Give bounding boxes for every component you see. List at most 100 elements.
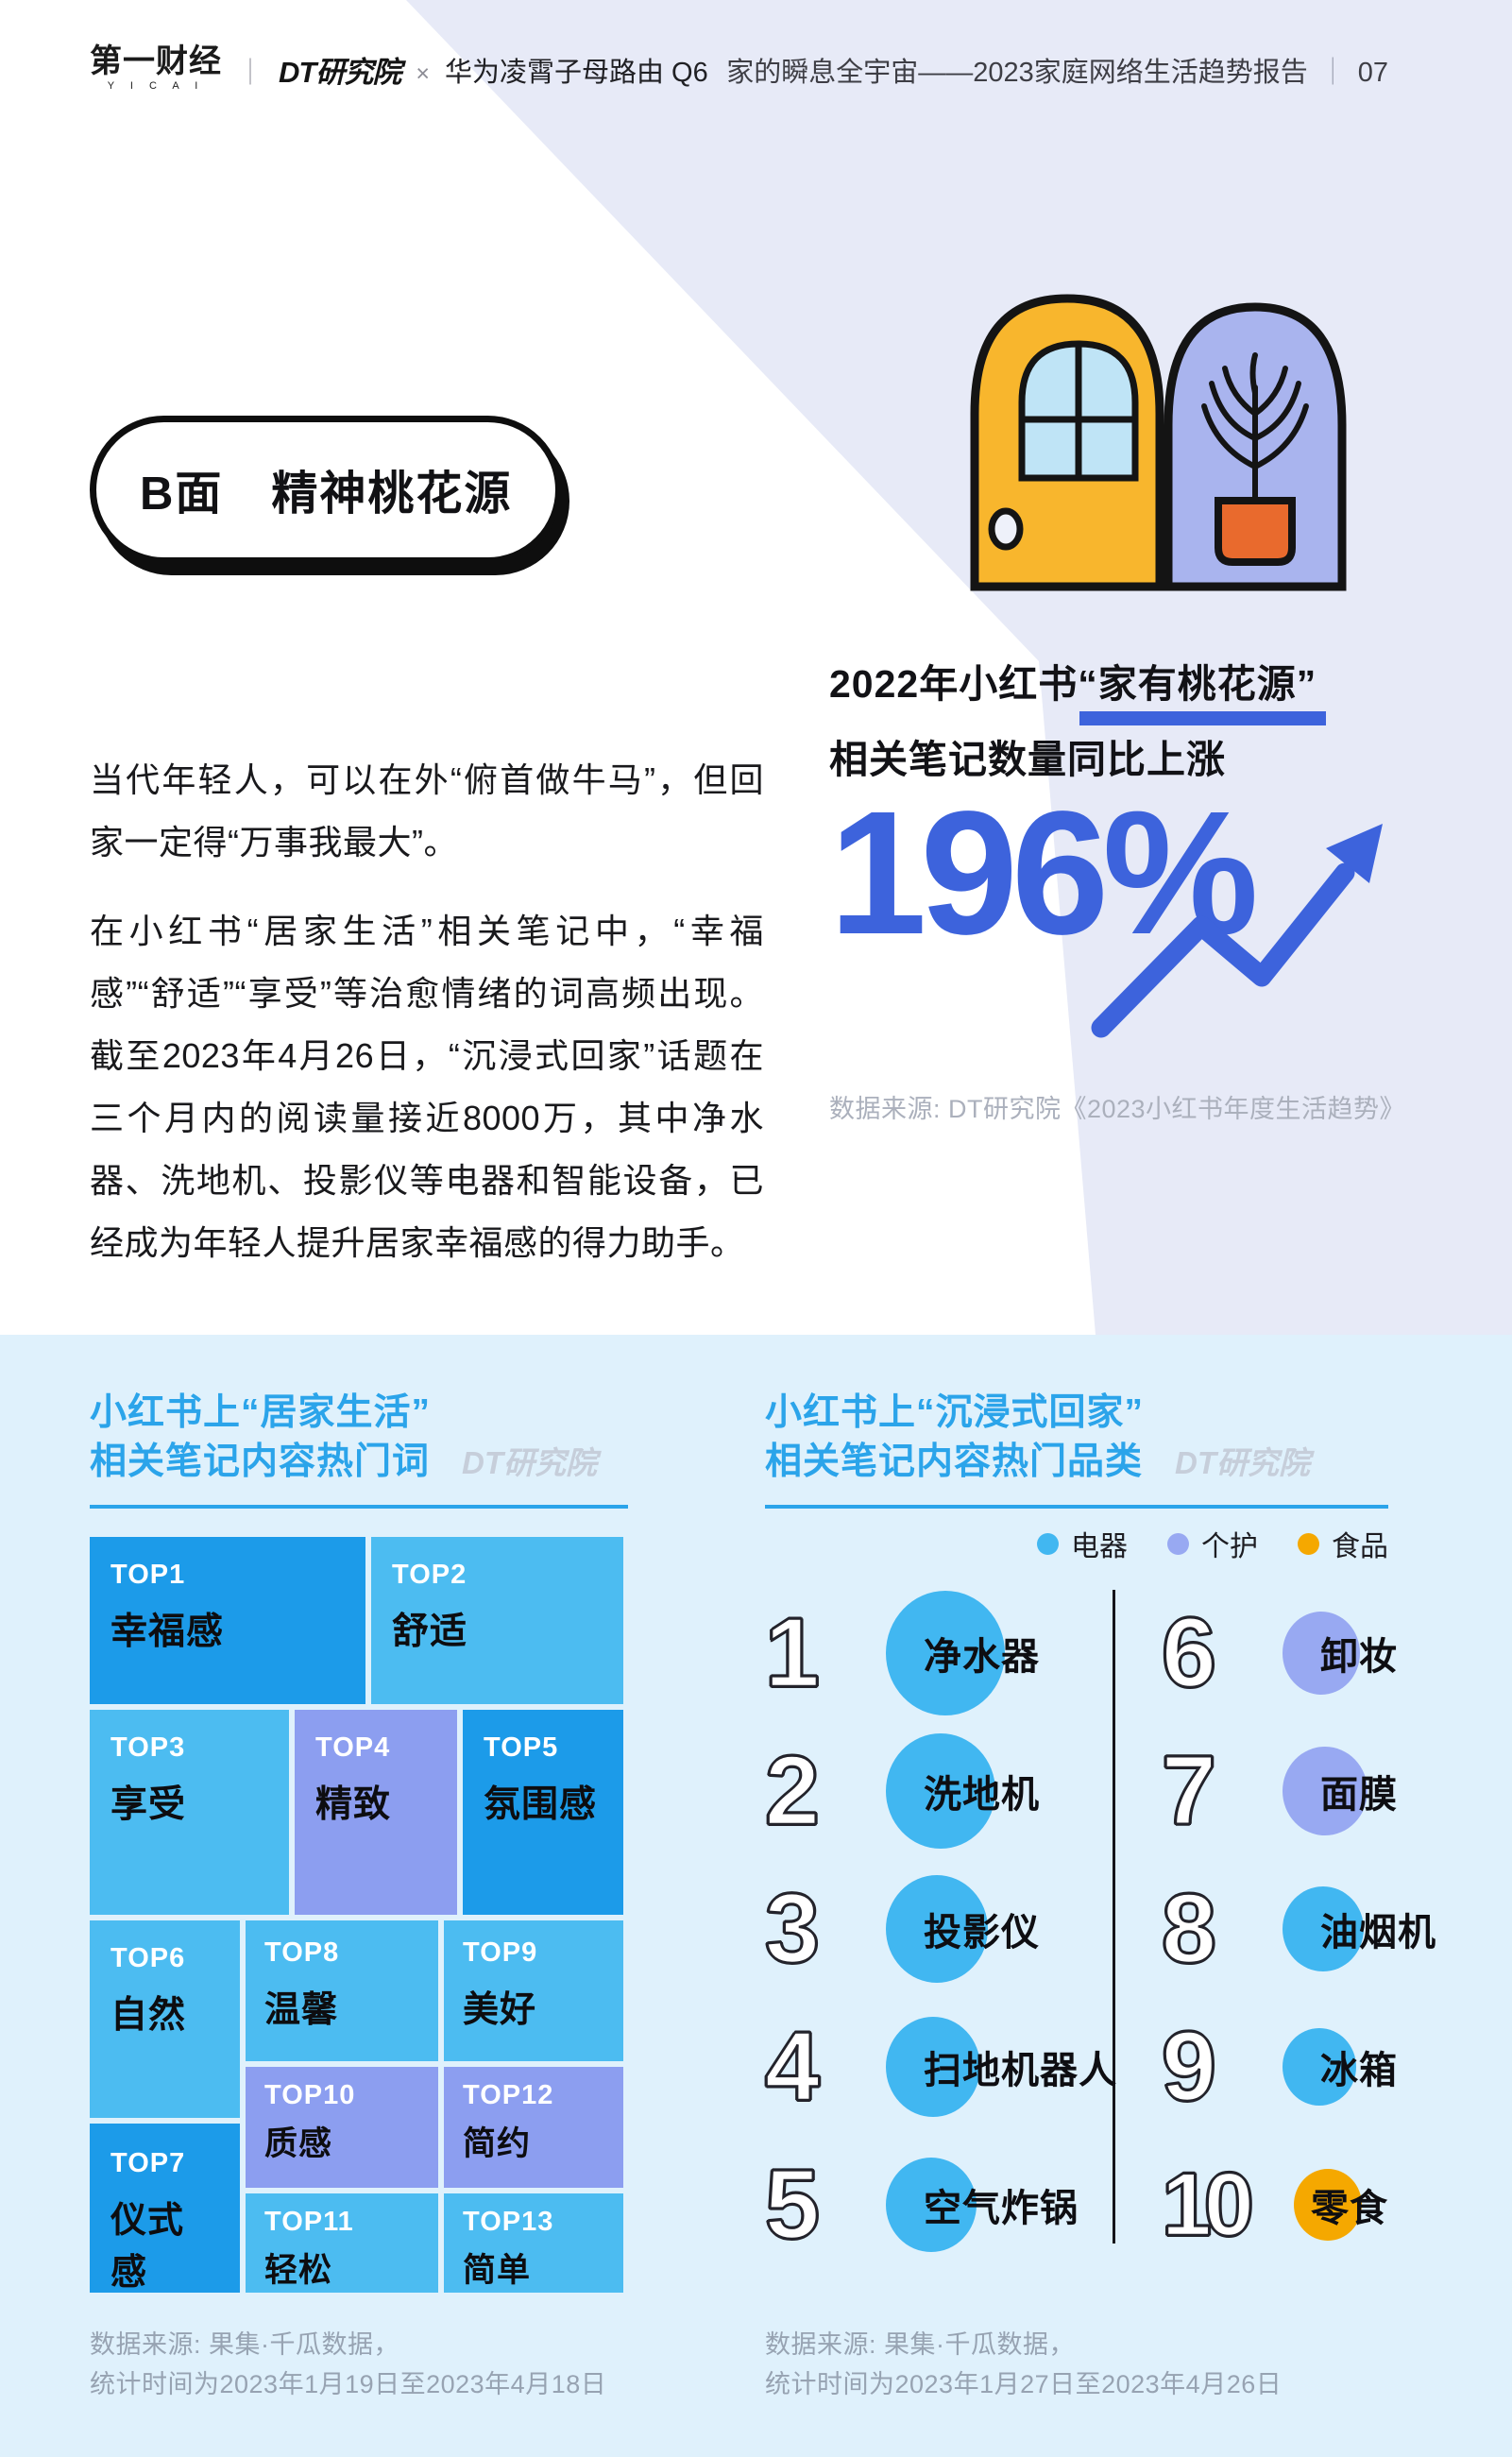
source-line: 数据来源: 果集·千瓜数据，	[765, 2330, 1075, 2359]
rank-number: 4	[764, 2012, 821, 2122]
collab-cross-icon: ×	[416, 60, 430, 87]
rank-row-3: 3 投影仪	[764, 1860, 1105, 1998]
treemap-word: 简单	[463, 2252, 532, 2289]
treemap-cell-top12: TOP12 简约	[444, 2067, 623, 2188]
treemap-word: 自然	[110, 1995, 187, 2036]
category-bubble	[886, 1591, 1005, 1715]
treemap-rank: TOP2	[392, 1560, 467, 1590]
hot-categories-chart: 小红书上“沉浸式回家” 相关笔记内容热门品类 DT研究院 电器 个护 食品 1 净水…	[764, 1389, 1436, 2276]
report-title: 家的瞬息全宇宙——2023家庭网络生活趋势报告 ｜ 07	[726, 54, 1388, 92]
rank-row-7: 7 面膜	[1161, 1722, 1397, 1860]
source-line: 统计时间为2023年1月27日至2023年4月26日	[765, 2370, 1283, 2398]
personal-care-dot-icon	[1167, 1532, 1189, 1555]
treemap-cell-top3: TOP3 享受	[90, 1710, 289, 1915]
rank-row-4: 4 扫地机器人	[764, 1998, 1116, 2136]
treemap-rank: TOP6	[110, 1943, 186, 1973]
rank-row-2: 2 洗地机	[764, 1722, 1105, 1860]
rank-number: 3	[764, 1874, 821, 1984]
category-bubble	[886, 1875, 988, 1983]
hot-categories-divider	[765, 1505, 1388, 1509]
legend-item-personal-care: 个护	[1167, 1523, 1258, 1564]
rank-item-label: 零食	[1311, 2188, 1388, 2229]
highlight-line1: 2022年小红书“家有桃花源”	[829, 646, 1405, 725]
charts-section: 小红书上“居家生活” 相关笔记内容热门词 DT研究院 TOP1 幸福感 TOP2 舒适…	[0, 1335, 1512, 2457]
treemap-word: 舒适	[392, 1612, 468, 1652]
source-line: 统计时间为2023年1月19日至2023年4月18日	[90, 2370, 607, 2398]
treemap-word: 氛围感	[484, 1784, 598, 1825]
rank-number: 9	[1161, 2012, 1217, 2122]
appliance-dot-icon	[1037, 1532, 1059, 1555]
treemap-rank: TOP5	[484, 1732, 559, 1763]
treemap-word: 质感	[264, 2125, 333, 2162]
category-bubble	[1294, 2169, 1362, 2241]
treemap-word: 精致	[315, 1784, 392, 1825]
rank-row-10: 10 零食	[1161, 2136, 1388, 2274]
treemap-rank: TOP11	[264, 2207, 354, 2237]
treemap-word: 简约	[463, 2125, 532, 2162]
treemap-rank: TOP13	[463, 2207, 554, 2237]
hot-words-source: 数据来源: 果集·千瓜数据， 统计时间为2023年1月19日至2023年4月18…	[90, 2325, 606, 2404]
treemap-rank: TOP8	[264, 1937, 340, 1968]
rank-item-label: 空气炸锅	[924, 2188, 1079, 2229]
category-bubble	[886, 2158, 977, 2252]
treemap-cell-top8: TOP8 温馨	[246, 1920, 438, 2061]
doors-illustration	[970, 294, 1347, 591]
highlight-source-note: 数据来源: DT研究院《2023小红书年度生活趋势》	[829, 1095, 1406, 1123]
list-divider	[1113, 1590, 1115, 2244]
treemap-rank: TOP9	[463, 1937, 538, 1968]
paragraph-2: 在小红书“居家生活”相关笔记中，“幸福感”“舒适”“享受”等治愈情绪的词高频出现…	[90, 912, 764, 1262]
partner-brand-label: 华为凌霄子母路由 Q6	[444, 58, 708, 88]
header-separator: ｜	[237, 58, 264, 87]
treemap-cell-top1: TOP1 幸福感	[90, 1537, 365, 1704]
rank-item-label: 洗地机	[924, 1774, 1040, 1816]
legend-label: 电器	[1071, 1531, 1128, 1562]
rank-row-1: 1 净水器	[764, 1584, 1105, 1722]
hot-categories-title-line2-text: 相关笔记内容热门品类	[765, 1442, 1144, 1482]
yicai-logo-text: 第一财经	[90, 43, 222, 79]
legend-item-appliance: 电器	[1037, 1523, 1128, 1564]
treemap-word: 享受	[110, 1784, 187, 1825]
rank-number: 10	[1161, 2154, 1255, 2255]
hot-categories-source: 数据来源: 果集·千瓜数据， 统计时间为2023年1月27日至2023年4月26…	[765, 2325, 1282, 2404]
highlight-underlined-phrase: “家有桃花源”	[1078, 646, 1327, 725]
legend-label: 食品	[1332, 1531, 1388, 1562]
treemap-cell-top4: TOP4 精致	[295, 1710, 457, 1915]
rank-number: 8	[1161, 1874, 1217, 1984]
treemap-word: 仪式感	[110, 2201, 185, 2293]
rank-row-8: 8 油烟机	[1161, 1860, 1436, 1998]
hot-words-divider	[90, 1505, 628, 1509]
treemap-cell-top6: TOP6 自然	[90, 1920, 240, 2118]
rank-row-9: 9 冰箱	[1161, 1998, 1397, 2136]
hot-words-title-line2: 相关笔记内容热门词 DT研究院	[90, 1438, 628, 1488]
treemap-rank: TOP4	[315, 1732, 391, 1763]
hot-categories-title-line2: 相关笔记内容热门品类 DT研究院	[765, 1438, 1388, 1488]
treemap-cell-top5: TOP5 氛围感	[463, 1710, 623, 1915]
rank-item-label: 投影仪	[924, 1912, 1040, 1954]
rank-number: 7	[1161, 1736, 1217, 1846]
category-bubble	[1283, 2028, 1356, 2106]
category-legend: 电器 个护 食品	[765, 1527, 1388, 1562]
trend-up-arrow-icon	[1091, 824, 1383, 1038]
section-badge: B面 精神桃花源	[90, 416, 563, 564]
hot-words-chart: 小红书上“居家生活” 相关笔记内容热门词 DT研究院 TOP1 幸福感 TOP2 舒适…	[90, 1389, 628, 2293]
hot-words-title-line1: 小红书上“居家生活”	[90, 1392, 432, 1433]
category-bubble	[886, 2017, 980, 2117]
category-bubble	[1283, 1612, 1360, 1695]
dt-watermark-icon: DT研究院	[462, 1445, 598, 1480]
category-bubble	[886, 1733, 995, 1849]
legend-item-food: 食品	[1298, 1523, 1388, 1564]
treemap-rank: TOP7	[110, 2148, 186, 2178]
treemap-cell-top10: TOP10 质感	[246, 2067, 438, 2188]
treemap-rank: TOP10	[264, 2080, 356, 2110]
rank-item-label: 面膜	[1320, 1774, 1398, 1816]
rank-number: 6	[1161, 1598, 1217, 1708]
page-number-separator: ｜	[1318, 58, 1347, 88]
plant-icon	[1201, 352, 1309, 503]
source-line: 数据来源: 果集·千瓜数据，	[90, 2330, 399, 2359]
legend-label: 个护	[1201, 1531, 1258, 1562]
hot-words-treemap: TOP1 幸福感 TOP2 舒适 TOP3 享受 TOP4 精致 TOP5 氛围感 TOP…	[90, 1537, 623, 2293]
brand-group: 第一财经 Y I C A I ｜ DT研究院 × 华为凌霄子母路由 Q6	[90, 45, 708, 92]
page-number: 07	[1357, 58, 1388, 88]
highlight-block: 2022年小红书“家有桃花源” 相关笔记数量同比上涨	[829, 646, 1405, 797]
